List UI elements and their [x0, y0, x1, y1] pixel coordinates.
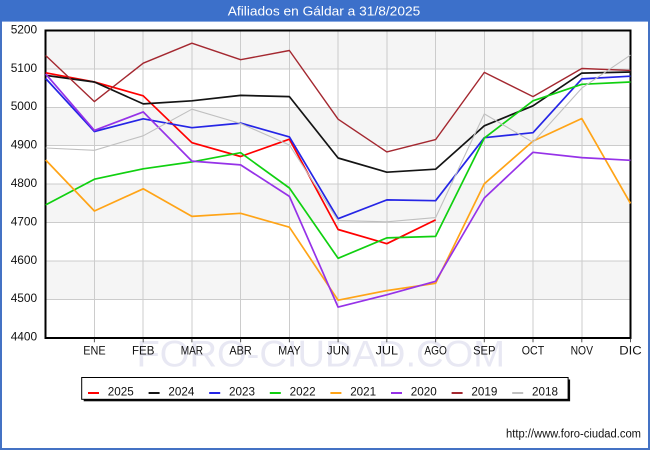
svg-text:JUN: JUN [327, 344, 349, 358]
svg-text:4600: 4600 [11, 253, 38, 267]
svg-text:5100: 5100 [11, 61, 38, 75]
svg-text:5000: 5000 [11, 99, 38, 113]
svg-text:http://www.foro-ciudad.com: http://www.foro-ciudad.com [506, 429, 641, 441]
svg-text:2025: 2025 [108, 385, 134, 399]
svg-text:SEP: SEP [473, 344, 495, 358]
svg-text:2021: 2021 [350, 385, 376, 399]
svg-text:4500: 4500 [11, 291, 38, 305]
svg-text:JUL: JUL [376, 344, 399, 358]
svg-text:2024: 2024 [168, 385, 194, 399]
svg-text:4800: 4800 [11, 176, 38, 190]
svg-text:2018: 2018 [532, 385, 558, 399]
svg-text:FORO-CIUDAD.COM: FORO-CIUDAD.COM [137, 333, 506, 375]
svg-text:Afiliados en Gáldar a 31/8/202: Afiliados en Gáldar a 31/8/2025 [228, 4, 421, 18]
svg-text:5200: 5200 [11, 22, 38, 36]
svg-text:FEB: FEB [132, 344, 154, 358]
svg-text:2023: 2023 [229, 385, 255, 399]
svg-text:MAR: MAR [181, 344, 204, 358]
svg-text:4400: 4400 [11, 330, 38, 344]
svg-text:4700: 4700 [11, 214, 38, 228]
svg-text:DIC: DIC [619, 344, 642, 358]
svg-text:MAY: MAY [278, 344, 300, 358]
svg-text:2022: 2022 [290, 385, 316, 399]
svg-text:2019: 2019 [471, 385, 497, 399]
svg-text:ENE: ENE [83, 344, 105, 358]
svg-text:ABR: ABR [229, 344, 252, 358]
svg-text:OCT: OCT [522, 344, 545, 358]
svg-text:AGO: AGO [424, 344, 446, 358]
svg-text:2020: 2020 [411, 385, 437, 399]
svg-text:4900: 4900 [11, 138, 38, 152]
svg-text:NOV: NOV [571, 344, 593, 358]
